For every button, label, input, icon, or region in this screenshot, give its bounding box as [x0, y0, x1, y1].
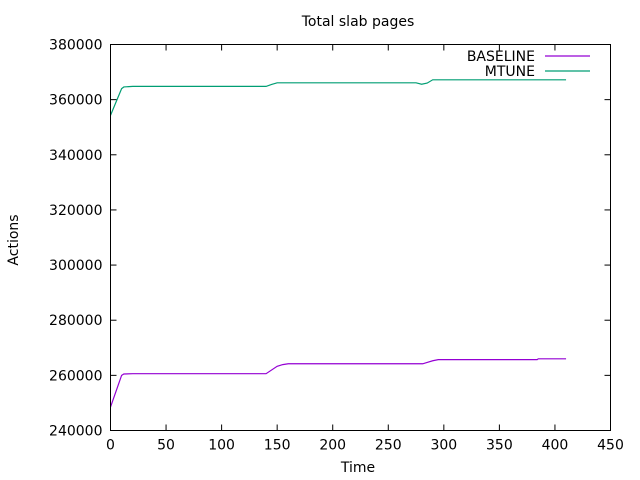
x-tick: 150: [264, 44, 291, 454]
legend-label: BASELINE: [467, 49, 535, 65]
series-line-baseline: [109, 358, 567, 408]
x-tick-label: 350: [486, 438, 513, 454]
y-tick-label: 340000: [49, 148, 102, 164]
y-tick: 360000: [49, 93, 611, 109]
x-tick: 50: [157, 44, 175, 454]
x-tick-label: 0: [106, 438, 115, 454]
plot-border: [110, 44, 611, 431]
y-tick-label: 300000: [49, 258, 102, 274]
x-tick-label: 200: [319, 438, 346, 454]
x-tick-label: 50: [157, 438, 175, 454]
y-tick: 340000: [49, 148, 611, 164]
x-tick: 300: [430, 44, 457, 454]
y-tick: 320000: [49, 203, 611, 219]
x-axis-label: Time: [340, 460, 375, 476]
x-tick-label: 400: [542, 438, 569, 454]
x-tick: 100: [208, 44, 235, 454]
y-axis-label: Actions: [6, 214, 22, 265]
x-tick: 250: [375, 44, 402, 454]
x-tick: 400: [542, 44, 569, 454]
x-tick-label: 250: [375, 438, 402, 454]
x-tick-label: 450: [597, 438, 624, 454]
x-tick-label: 100: [208, 438, 235, 454]
y-tick-label: 380000: [49, 38, 102, 54]
y-tick-label: 240000: [49, 424, 102, 440]
y-tick: 300000: [49, 258, 611, 274]
y-tick-label: 260000: [49, 368, 102, 384]
x-tick: 200: [319, 44, 346, 454]
legend-label: MTUNE: [485, 64, 535, 80]
y-tick-label: 320000: [49, 203, 102, 219]
y-tick: 280000: [49, 313, 611, 329]
y-tick-label: 280000: [49, 313, 102, 329]
y-tick: 260000: [49, 368, 611, 384]
x-tick-label: 300: [430, 438, 457, 454]
x-tick: 350: [486, 44, 513, 454]
series-line-mtune: [109, 79, 567, 116]
y-tick-label: 360000: [49, 93, 102, 109]
chart-title: Total slab pages: [301, 14, 415, 30]
x-tick-label: 150: [264, 438, 291, 454]
